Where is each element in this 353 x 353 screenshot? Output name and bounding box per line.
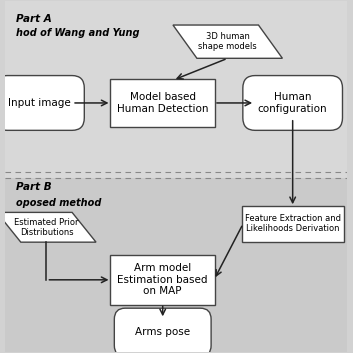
Text: Arms pose: Arms pose [135, 327, 190, 337]
Text: Arm model
Estimation based
on MAP: Arm model Estimation based on MAP [118, 263, 208, 297]
Text: 3D human
shape models: 3D human shape models [198, 32, 257, 52]
FancyBboxPatch shape [242, 206, 343, 242]
FancyBboxPatch shape [114, 308, 211, 353]
Polygon shape [0, 213, 96, 242]
FancyBboxPatch shape [110, 79, 215, 127]
Text: oposed method: oposed method [16, 198, 101, 208]
FancyBboxPatch shape [5, 178, 347, 352]
Polygon shape [173, 25, 282, 58]
Text: Estimated Prior
Distributions: Estimated Prior Distributions [14, 217, 79, 237]
Text: Model based
Human Detection: Model based Human Detection [117, 92, 209, 114]
FancyBboxPatch shape [5, 1, 347, 178]
Text: Input image: Input image [8, 98, 71, 108]
Text: Part B: Part B [16, 182, 51, 192]
FancyBboxPatch shape [110, 255, 215, 305]
Text: Human
configuration: Human configuration [258, 92, 328, 114]
FancyBboxPatch shape [243, 76, 342, 130]
Text: Feature Extraction and
Likelihoods Derivation: Feature Extraction and Likelihoods Deriv… [245, 214, 341, 233]
Text: hod of Wang and Yung: hod of Wang and Yung [16, 28, 139, 38]
FancyBboxPatch shape [0, 76, 84, 130]
Text: Part A: Part A [16, 14, 52, 24]
